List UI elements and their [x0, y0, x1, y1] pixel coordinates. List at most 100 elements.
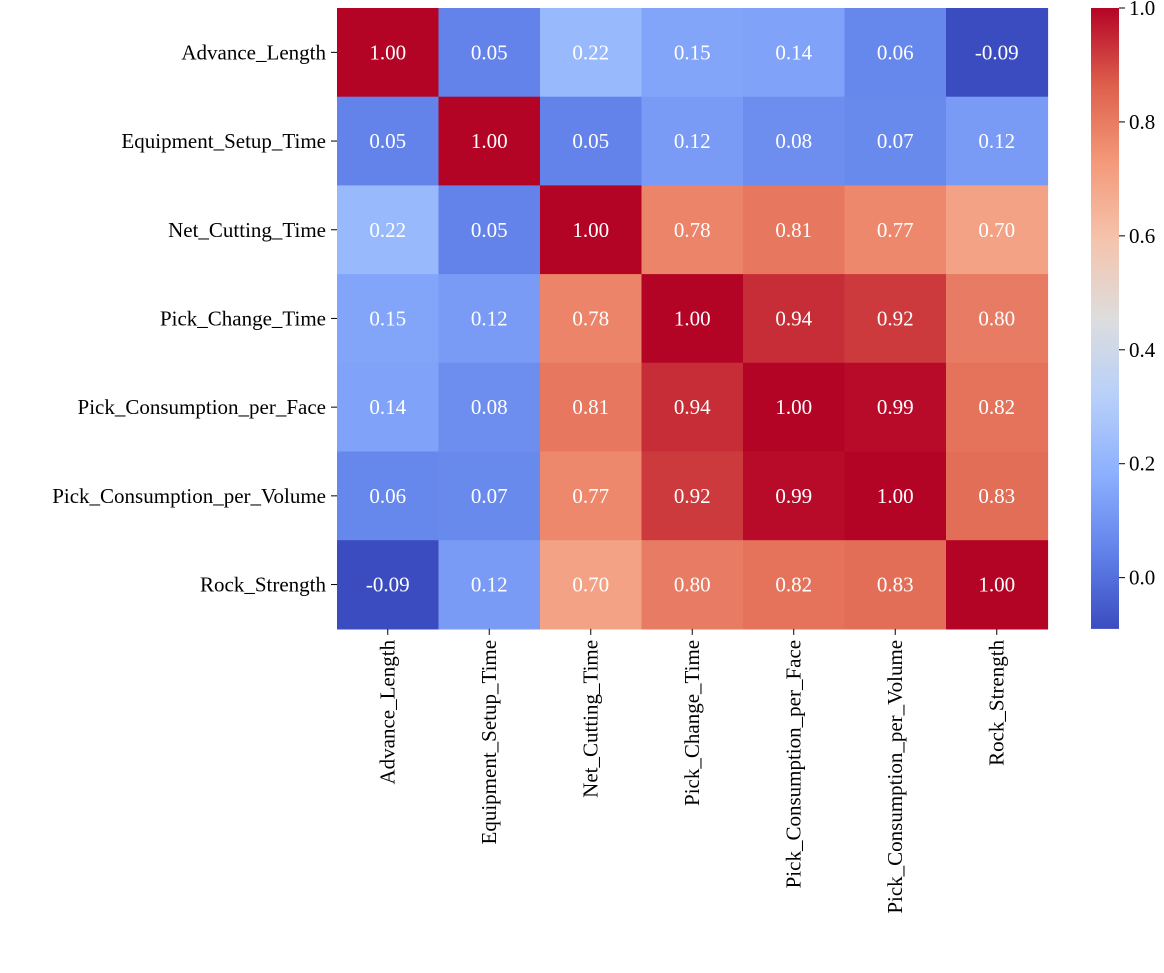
- heatmap-cell: [540, 362, 643, 453]
- heatmap-cell: [540, 540, 643, 630]
- heatmap-cell: [438, 8, 541, 98]
- cell-value-label: 1.00: [369, 40, 406, 64]
- cell-value-label: 0.14: [369, 395, 406, 419]
- cell-value-label: 0.81: [775, 218, 812, 242]
- cell-value-label: 0.94: [674, 395, 711, 419]
- colorbar-gradient: [1091, 8, 1119, 629]
- colorbar-tick-label: 0.6: [1129, 224, 1155, 248]
- colorbar-tick-label: 0.8: [1129, 110, 1155, 134]
- cell-value-label: 0.12: [471, 306, 508, 330]
- cell-value-label: 0.77: [572, 484, 609, 508]
- x-axis: Advance_Length Equipment_Setup_Time Net_Cu…: [376, 628, 1009, 914]
- cell-value-label: -0.09: [366, 573, 410, 597]
- heatmap-cell: [540, 185, 643, 275]
- heatmap-cell: [641, 451, 744, 541]
- colorbar-tick-label: 0.0: [1129, 566, 1155, 590]
- heatmap-cell: [743, 451, 846, 541]
- heatmap-cell: [540, 274, 643, 364]
- cell-value-label: 1.00: [978, 573, 1015, 597]
- y-tick-label: Rock_Strength: [200, 573, 326, 597]
- heatmap-cell: [337, 274, 440, 364]
- cell-value-label: 0.05: [471, 40, 508, 64]
- x-tick-label: Advance_Length: [376, 639, 400, 784]
- heatmap-cell: [540, 96, 643, 186]
- y-tick-label: Pick_Change_Time: [160, 306, 326, 330]
- heatmap-cell: [641, 274, 744, 364]
- heatmap-cell: [641, 362, 744, 453]
- x-tick-label: Rock_Strength: [985, 639, 1009, 765]
- cell-value-label: 1.00: [775, 395, 812, 419]
- y-tick-label: Advance_Length: [181, 40, 326, 64]
- cell-value-label: 0.08: [471, 395, 508, 419]
- cell-value-label: 1.00: [471, 129, 508, 153]
- y-axis: Advance_Length Equipment_Setup_Time Net_Cu…: [52, 40, 337, 597]
- cell-value-label: 0.92: [674, 484, 711, 508]
- cell-value-label: 0.22: [369, 218, 406, 242]
- heatmap-cell: [946, 540, 1049, 630]
- y-tick-label: Pick_Consumption_per_Volume: [52, 484, 326, 508]
- colorbar-tick-label: 0.2: [1129, 452, 1155, 476]
- cell-value-label: 0.07: [877, 129, 914, 153]
- cell-value-label: 0.80: [674, 573, 711, 597]
- heatmap-cell: [844, 451, 947, 541]
- cell-value-label: 1.00: [877, 484, 914, 508]
- heatmap-cell: [438, 362, 541, 453]
- heatmap-cell: [438, 96, 541, 186]
- heatmap-cell: [844, 362, 947, 453]
- y-tick-label: Net_Cutting_Time: [168, 218, 326, 242]
- heatmap-cell: [641, 185, 744, 275]
- cell-value-label: 0.06: [877, 40, 914, 64]
- cell-value-label: 0.99: [775, 484, 812, 508]
- heatmap-cell: [438, 185, 541, 275]
- colorbar-tick-label: 1.0: [1129, 0, 1155, 20]
- heatmap-cell: [743, 96, 846, 186]
- cell-value-label: 1.00: [572, 218, 609, 242]
- heatmap-cell: [743, 185, 846, 275]
- cell-value-label: 0.94: [775, 306, 812, 330]
- heatmap-cell: [641, 96, 744, 186]
- cell-value-label: 0.77: [877, 218, 914, 242]
- heatmap-cell: [641, 8, 744, 98]
- cell-value-label: 0.15: [369, 306, 406, 330]
- cell-value-label: 0.08: [775, 129, 812, 153]
- cell-value-label: 0.80: [978, 306, 1015, 330]
- cell-value-label: 0.92: [877, 306, 914, 330]
- heatmap-cell: [946, 274, 1049, 364]
- cell-value-label: 0.05: [572, 129, 609, 153]
- y-tick-label: Pick_Consumption_per_Face: [78, 395, 326, 419]
- heatmap-cell: [844, 540, 947, 630]
- heatmap-cell: [337, 96, 440, 186]
- heatmap-cell-labels: 1.00 0.05 0.22 0.15 0.14 0.06 -0.09 0.05 1.00 0.0…: [366, 40, 1019, 596]
- heatmap-cell: [438, 540, 541, 630]
- cell-value-label: 0.05: [471, 218, 508, 242]
- cell-value-label: 0.07: [471, 484, 508, 508]
- cell-value-label: 0.12: [978, 129, 1015, 153]
- cell-value-label: 0.70: [978, 218, 1015, 242]
- cell-value-label: 0.70: [572, 573, 609, 597]
- x-tick-label: Net_Cutting_Time: [579, 640, 603, 798]
- x-tick-label: Pick_Consumption_per_Volume: [883, 640, 907, 914]
- cell-value-label: -0.09: [975, 40, 1019, 64]
- cell-value-label: 0.82: [978, 395, 1015, 419]
- cell-value-label: 0.78: [572, 306, 609, 330]
- x-tick-label: Equipment_Setup_Time: [477, 640, 501, 845]
- heatmap-cell: [946, 451, 1049, 541]
- x-tick-label: Pick_Change_Time: [680, 640, 704, 806]
- heatmap-cell: [844, 185, 947, 275]
- heatmap-cell: [337, 8, 440, 98]
- colorbar-tick-label: 0.4: [1129, 338, 1156, 362]
- cell-value-label: 0.82: [775, 573, 812, 597]
- heatmap-cell: [337, 362, 440, 453]
- cell-value-label: 1.00: [674, 306, 711, 330]
- heatmap-cell: [946, 96, 1049, 186]
- cell-value-label: 0.78: [674, 218, 711, 242]
- x-tick-label: Pick_Consumption_per_Face: [782, 640, 806, 888]
- cell-value-label: 0.22: [572, 40, 609, 64]
- cell-value-label: 0.83: [877, 573, 914, 597]
- cell-value-label: 0.83: [978, 484, 1015, 508]
- heatmap-cell: [337, 540, 440, 630]
- cell-value-label: 0.81: [572, 395, 609, 419]
- cell-value-label: 0.99: [877, 395, 914, 419]
- heatmap-cell: [844, 8, 947, 98]
